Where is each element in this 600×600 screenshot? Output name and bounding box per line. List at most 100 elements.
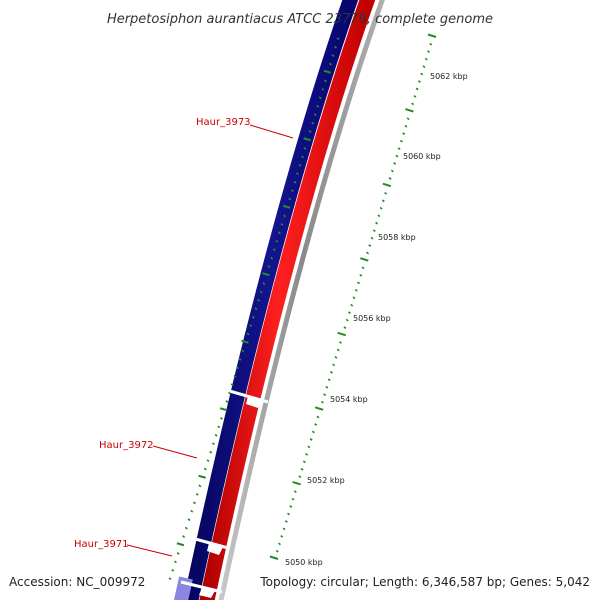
track-minor-tick (206, 459, 210, 463)
scale-minor-tick (325, 385, 329, 389)
track-minor-tick (313, 113, 317, 117)
track-minor-tick (209, 450, 213, 454)
scale-minor-tick (375, 221, 379, 225)
scale-minor-tick (368, 244, 372, 247)
track-minor-tick (193, 501, 196, 505)
scale-minor-tick (305, 452, 309, 456)
track-minor-tick (321, 87, 325, 91)
scale-minor-tick (390, 169, 394, 173)
topology-text: Topology: circular; Length: 6,346,587 bp… (259, 575, 590, 589)
scale-minor-tick (343, 326, 347, 329)
scale-minor-tick (427, 50, 430, 54)
track-major-tick (176, 542, 185, 547)
scale-major-tick (427, 33, 437, 38)
scale-minor-tick (275, 549, 279, 553)
arrowhead-2 (207, 543, 223, 555)
scale-label-5054: 5054 kbp (330, 395, 368, 404)
track-minor-tick (328, 62, 332, 66)
track-minor-tick (241, 349, 245, 353)
scale-major-tick (269, 555, 279, 560)
scale-minor-tick (300, 467, 304, 471)
track-minor-tick (249, 324, 253, 328)
track-minor-tick (272, 248, 276, 252)
scale-minor-tick (424, 57, 428, 61)
scale-minor-tick (320, 400, 324, 404)
scale-minor-tick (415, 87, 419, 91)
reverse-strand-arrowheads (199, 396, 262, 598)
scale-minor-tick (354, 288, 358, 292)
scale-minor-tick (413, 95, 417, 98)
scale-minor-tick (420, 72, 424, 76)
track-minor-tick (220, 417, 223, 420)
gene-label-haur-3973[interactable]: Haur_3973 (196, 117, 294, 139)
scale-minor-tick (336, 348, 340, 352)
scale-minor-tick (361, 266, 365, 270)
scale-minor-tick (309, 438, 313, 441)
track-major-tick (198, 474, 206, 479)
scale-minor-tick (388, 177, 392, 180)
scale-minor-tick (282, 527, 286, 531)
track-minor-tick (203, 467, 207, 471)
scale-minor-tick (417, 80, 421, 83)
gene-label-text: Haur_3971 (74, 539, 129, 550)
scale-minor-tick (278, 542, 281, 546)
scale-minor-tick (399, 139, 403, 143)
scale-minor-tick (357, 281, 360, 285)
scale-minor-tick (345, 318, 349, 322)
scale-tick-marks (269, 33, 437, 560)
scale-minor-tick (377, 214, 381, 218)
scale-minor-tick (352, 296, 356, 300)
scale-major-tick (292, 480, 301, 486)
scale-minor-tick (370, 236, 374, 240)
scale-label-5058: 5058 kbp (378, 233, 416, 242)
track-minor-tick (288, 197, 292, 201)
scale-minor-tick (280, 534, 284, 538)
track-minor-tick (301, 155, 304, 159)
leader-line (152, 445, 198, 459)
track-minor-tick (230, 383, 234, 387)
track-major-tick (282, 204, 291, 209)
track-minor-tick (190, 509, 194, 513)
gene-label-haur-3972[interactable]: Haur_3972 (99, 440, 198, 459)
boundary-3 (180, 580, 223, 594)
track-minor-tick (311, 121, 315, 125)
scale-minor-tick (372, 229, 376, 233)
leader-line (126, 544, 173, 557)
track-minor-tick (283, 214, 287, 218)
scale-major-tick (359, 257, 369, 262)
scale-minor-tick (384, 191, 388, 195)
scale-minor-tick (395, 154, 399, 158)
scale-minor-tick (307, 445, 311, 449)
scale-minor-tick (379, 206, 383, 210)
track-minor-tick (182, 535, 186, 538)
track-minor-tick (251, 315, 255, 319)
scale-minor-tick (327, 378, 331, 382)
scale-major-tick (314, 406, 324, 411)
map-title: Herpetosiphon aurantiacus ATCC 23779, co… (107, 12, 493, 27)
scale-label-5060: 5060 kbp (403, 152, 441, 161)
scale-minor-tick (348, 311, 351, 315)
track-minor-tick (293, 180, 297, 184)
scale-minor-tick (332, 363, 336, 367)
track-minor-tick (318, 96, 322, 100)
track-major-tick (303, 137, 311, 142)
scale-minor-tick (293, 490, 297, 494)
scale-label-5052: 5052 kbp (307, 476, 345, 485)
scale-minor-tick (381, 199, 385, 203)
boundary-2 (187, 535, 229, 550)
left-tick-marks (168, 37, 340, 581)
track-major-tick (219, 407, 228, 412)
track-minor-tick (176, 552, 180, 555)
track-minor-tick (254, 307, 258, 311)
track-minor-tick (198, 484, 202, 488)
scale-major-tick (405, 108, 414, 113)
gene-label-haur-3971[interactable]: Haur_3971 (74, 539, 173, 557)
reverse-strand-track (199, 0, 376, 600)
scale-minor-tick (289, 505, 293, 508)
track-minor-tick (316, 104, 320, 108)
track-minor-tick (295, 172, 299, 176)
scale-minor-tick (302, 460, 306, 464)
forward-strand-track (183, 0, 359, 600)
scale-minor-tick (329, 370, 333, 374)
